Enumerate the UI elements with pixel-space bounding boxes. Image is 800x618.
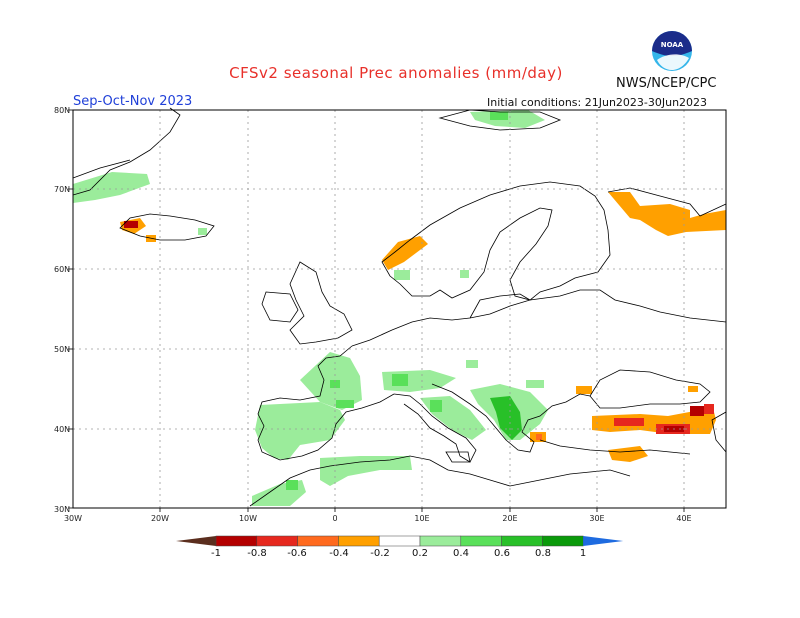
lat-label-40n: 40N [54,425,70,434]
legend-colorbar [176,535,624,547]
lat-label-70n: 70N [54,185,70,194]
map-frame [72,109,727,509]
lon-label-30w: 30W [64,514,82,523]
season-label: Sep-Oct-Nov 2023 [73,94,193,109]
legend-label: 0.8 [535,548,551,559]
coastlines [72,107,727,507]
lat-label-60n: 60N [54,265,70,274]
axis-ticks [68,109,685,512]
legend-label: -0.6 [287,548,307,559]
lon-label-0: 0 [332,514,337,523]
lat-label-30n: 30N [54,505,70,514]
legend-labels: -1 -0.8 -0.6 -0.4 -0.2 0.2 0.4 0.6 0.8 1 [211,548,586,559]
legend-label: -0.8 [247,548,267,559]
legend-swatch [460,535,502,547]
map-title: CFSv2 seasonal Prec anomalies (mm/day) [229,64,563,82]
anomaly-greenland [73,172,150,203]
anomaly-norway [382,236,428,270]
logo-text: NOAA [661,41,684,49]
legend-swatch [215,535,258,547]
legend-swatch [297,535,339,547]
legend-swatch [419,535,462,547]
legend-label: -0.2 [370,548,390,559]
lon-label-20e: 20E [502,514,517,523]
anomaly-greece-strong [490,396,522,440]
noaa-logo-icon: NOAA [652,31,692,71]
legend-arrow-high [583,536,624,546]
legend-swatch [256,535,298,547]
lon-label-20w: 20W [151,514,169,523]
lon-labels: 30W 20W 10W 0 10E 20E 30E 40E [64,514,692,523]
legend-swatch [338,535,380,547]
legend-label: 0.4 [453,548,469,559]
legend-swatch [378,535,421,547]
lon-label-10e: 10E [414,514,429,523]
legend-label: 0.2 [412,548,428,559]
lat-label-80n: 80N [54,106,70,115]
legend-swatch [542,535,584,547]
anomaly-north-africa [320,456,412,486]
agency-label: NWS/NCEP/CPC [616,76,717,91]
lon-label-40e: 40E [676,514,691,523]
lat-labels: 30N 40N 50N 60N 70N 80N [54,106,70,514]
anomaly-iberia [255,402,345,460]
lat-label-50n: 50N [54,345,70,354]
lon-label-30e: 30E [589,514,604,523]
legend-label: 0.6 [494,548,510,559]
anomaly-turkey-south [608,446,648,462]
lon-label-10w: 10W [239,514,257,523]
legend-arrow-low [176,536,216,546]
graticule [73,110,726,508]
legend-swatch [501,535,543,547]
legend-label: 1 [580,548,586,559]
legend-label: -0.4 [329,548,349,559]
anomaly-kola [608,192,726,236]
initial-conditions-label: Initial conditions: 21Jun2023-30Jun2023 [487,96,708,109]
legend-label: -1 [211,548,221,559]
